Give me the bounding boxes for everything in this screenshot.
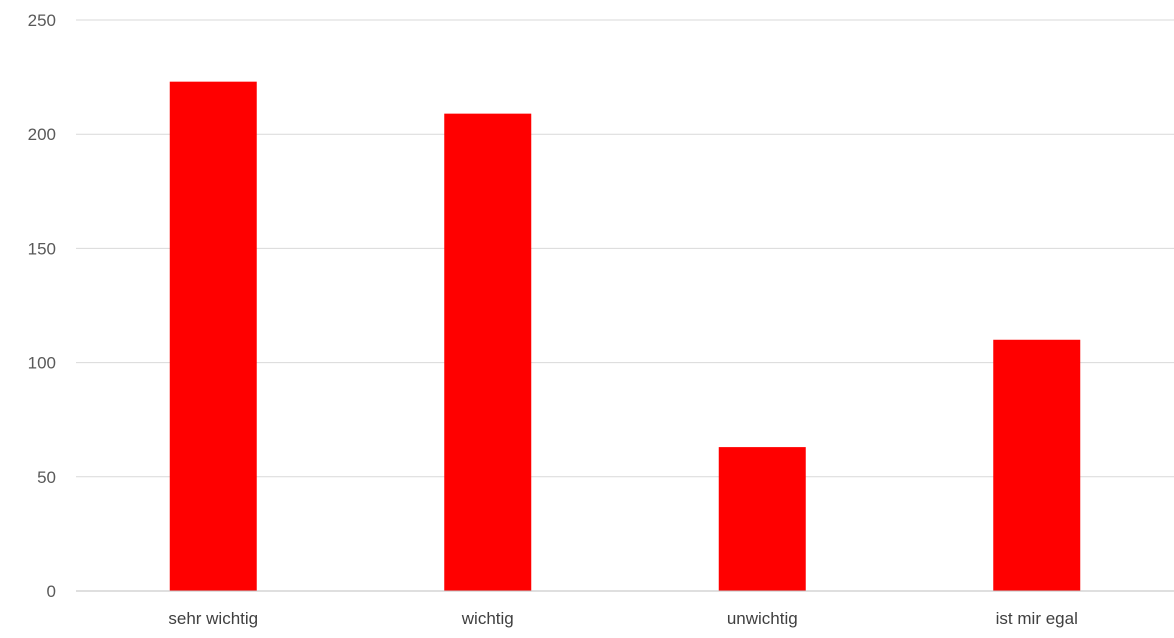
x-tick-label: unwichtig — [727, 609, 798, 628]
x-tick-label: wichtig — [461, 609, 514, 628]
gridlines — [76, 19, 1174, 478]
bars — [169, 81, 1081, 592]
y-tick-label: 200 — [28, 125, 56, 144]
labels: 0 50 100 150 200 250 sehr wichtig wichtig unwich… — [28, 11, 1078, 628]
y-tick-label: 0 — [47, 582, 56, 601]
y-tick-label: 250 — [28, 11, 56, 30]
bar-wichtig — [444, 113, 532, 592]
x-tick-label: ist mir egal — [996, 609, 1078, 628]
bar-sehr-wichtig — [169, 81, 257, 591]
y-tick-label: 150 — [28, 239, 56, 258]
bar-ist-mir-egal — [993, 339, 1081, 591]
x-tick-label: sehr wichtig — [168, 609, 258, 628]
y-tick-label: 50 — [37, 468, 56, 487]
y-tick-label: 100 — [28, 354, 56, 373]
bar-unwichtig — [718, 447, 806, 591]
